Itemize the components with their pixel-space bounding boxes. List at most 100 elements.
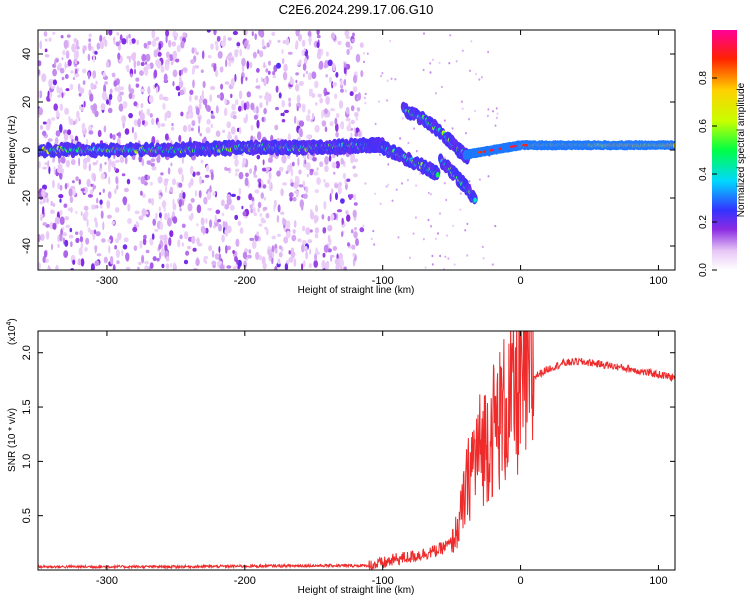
- spectrogram-cell: [230, 93, 233, 99]
- spectrogram-cell: [439, 212, 441, 215]
- spectrogram-cell: [262, 206, 268, 211]
- spectrogram-cell: [354, 227, 357, 231]
- spectrogram-cell: [57, 167, 63, 174]
- spectrogram-cell: [54, 216, 60, 225]
- spectrogram-cell: [262, 159, 265, 166]
- spectrogram-cell: [64, 74, 69, 79]
- spectrogram-cell: [43, 31, 48, 37]
- spectrogram-cell: [269, 180, 272, 189]
- spectrogram-cell: [234, 73, 237, 82]
- spectrogram-cell: [350, 229, 354, 234]
- spectrogram-cell: [59, 123, 63, 133]
- spectrogram-cell: [88, 38, 92, 42]
- spectrogram-cell: [45, 230, 50, 240]
- spectrogram-cell: [254, 33, 257, 40]
- spectrogram-cell: [194, 65, 200, 69]
- spectrogram-cell: [271, 235, 277, 240]
- spectrogram-cell: [169, 186, 174, 193]
- spectrogram-cell: [298, 81, 304, 86]
- spectrogram-cell: [335, 192, 338, 201]
- spectrogram-cell: [210, 110, 214, 114]
- spectrogram-cell: [406, 179, 409, 182]
- spectrogram-cell: [299, 128, 303, 138]
- spectrogram-cell: [141, 208, 147, 217]
- spectrogram-cell: [239, 127, 242, 134]
- spectrogram-cell: [335, 71, 339, 78]
- spectrogram-cell: [103, 84, 107, 94]
- spectrogram-cell: [52, 157, 55, 163]
- spectrogram-cell: [87, 227, 91, 233]
- spectrogram-cell: [79, 235, 84, 243]
- spectrogram-cell: [349, 91, 354, 97]
- spectrogram-cell: [190, 59, 195, 65]
- spectrogram-cell: [245, 76, 248, 81]
- spectrogram-cell: [148, 198, 152, 204]
- spectrogram-cell: [96, 42, 101, 50]
- spectrogram-cell: [316, 34, 321, 39]
- spectrogram-cell: [324, 126, 328, 133]
- spectrogram-cell: [288, 83, 294, 87]
- spectrogram-cell: [148, 95, 154, 104]
- spectrogram-cell: [321, 214, 325, 220]
- spectrogram-cell: [232, 265, 236, 270]
- spectrogram-cell: [449, 34, 452, 37]
- spectrogram-cell: [288, 192, 294, 198]
- spectrogram-xtick-label: -100: [372, 275, 394, 287]
- spectrogram-cell: [219, 66, 224, 73]
- spectrogram-cell: [306, 134, 312, 139]
- spectrogram-cell: [115, 207, 120, 213]
- spectrogram-cell: [407, 141, 410, 145]
- spectrogram-cell: [50, 209, 55, 214]
- spectrogram-cell: [67, 59, 72, 67]
- spectrogram-cell: [311, 112, 315, 120]
- spectrogram-cell: [353, 127, 356, 133]
- spectrogram-cell: [54, 59, 57, 67]
- spectrogram-cell: [175, 32, 179, 38]
- spectrogram-cell: [268, 60, 271, 66]
- spectrogram-cell: [287, 133, 291, 142]
- spectrogram-cell: [133, 245, 138, 252]
- spectrogram-cell: [254, 189, 260, 194]
- spectrogram-cell: [102, 36, 106, 43]
- spectrogram-cell: [119, 39, 122, 44]
- spectrogram-cell: [468, 118, 470, 121]
- spectrogram-cell: [84, 210, 89, 218]
- spectrogram-cell: [99, 192, 102, 196]
- spectrogram-cell: [59, 209, 63, 216]
- spectrogram-cell: [141, 254, 145, 264]
- snr-ytick-label: 2.0: [21, 345, 33, 360]
- spectrogram-cell: [67, 129, 72, 136]
- spectrogram-cell: [496, 112, 499, 115]
- spectrogram-cell: [301, 103, 306, 113]
- spectrogram-cell: [253, 212, 258, 216]
- spectrogram-cell: [97, 129, 102, 138]
- spectrogram-cell: [52, 79, 58, 86]
- spectrogram-cell: [336, 209, 343, 213]
- spectrogram-cell: [42, 206, 45, 215]
- spectrogram-cell: [95, 220, 98, 228]
- spectrogram-cell: [138, 215, 144, 221]
- spectrogram-cell: [217, 51, 223, 59]
- spectrogram-cell: [57, 94, 61, 98]
- spectrogram-cell: [173, 262, 176, 270]
- colorbar-tick-label: 0.0: [698, 263, 709, 277]
- spectrogram-cell: [100, 103, 106, 111]
- spectrogram-cell: [116, 260, 120, 265]
- spectrogram-cell: [40, 213, 43, 218]
- spectrogram-cell: [159, 93, 164, 101]
- spectrogram-cell: [44, 54, 50, 58]
- spectrogram-cell: [155, 212, 158, 220]
- spectrogram-cell: [176, 44, 181, 53]
- spectrogram-cell: [195, 107, 200, 116]
- spectrogram-cell: [61, 57, 64, 61]
- spectrogram-cell: [447, 257, 450, 260]
- spectrogram-cell: [487, 108, 490, 111]
- spectrogram-cell: [230, 57, 234, 61]
- spectrogram-cell: [466, 222, 469, 226]
- spectrogram-cell: [137, 266, 140, 270]
- spectrogram-cell: [145, 53, 151, 62]
- spectrogram-cell: [283, 236, 289, 244]
- spectrogram-cell: [391, 199, 394, 202]
- spectrogram-cell: [108, 176, 111, 185]
